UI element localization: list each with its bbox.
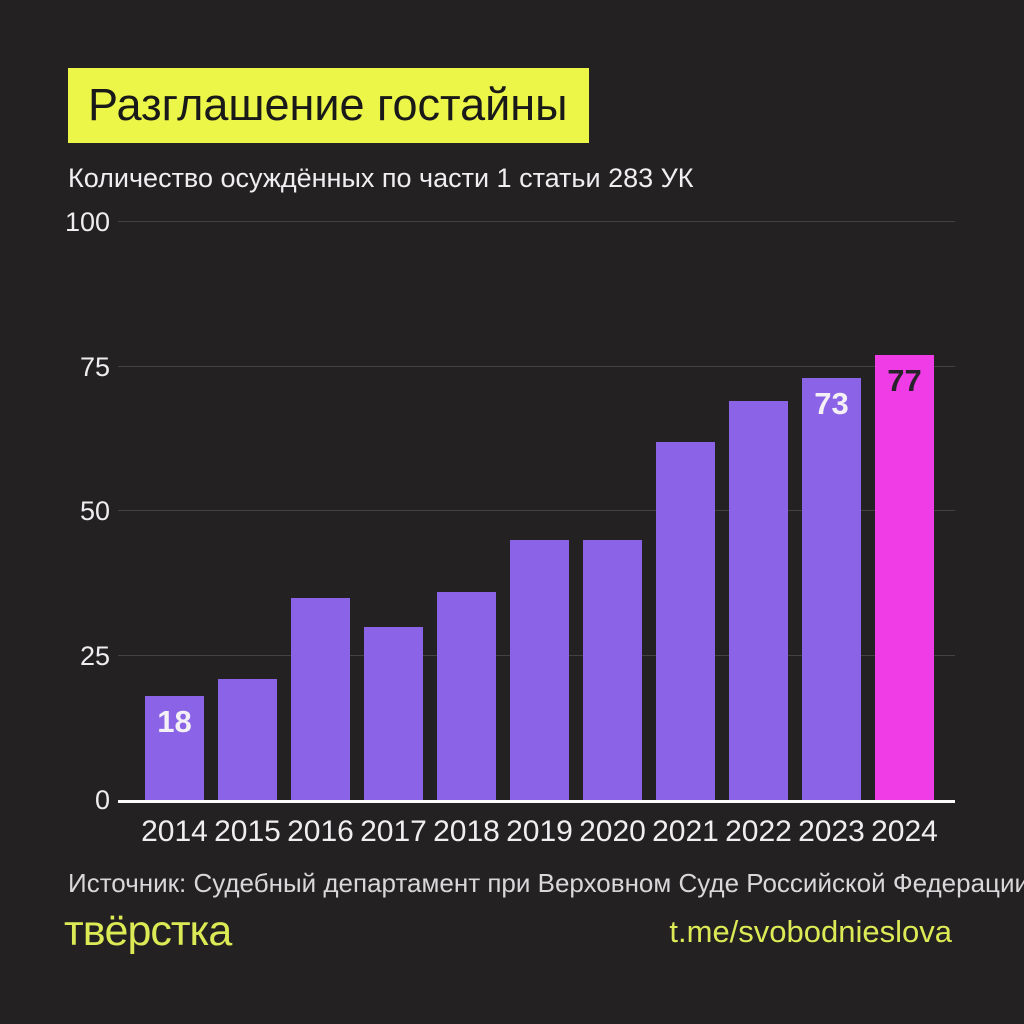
x-tick-label-2018: 2018 (433, 815, 500, 848)
x-tick-label-2024: 2024 (871, 815, 938, 848)
bar-2014: 18 (145, 695, 204, 800)
telegram-link: t.me/svobodnieslova (669, 914, 952, 949)
x-tick-label-2021: 2021 (652, 815, 719, 848)
y-tick-label-25: 25 (79, 640, 110, 671)
bar-value-label-2023: 73 (814, 386, 849, 422)
source-note: Источник: Судебный департамент при Верхо… (68, 868, 1024, 898)
bar-2024: 77 (875, 354, 934, 800)
x-tick-label-2016: 2016 (287, 815, 354, 848)
x-tick-label-2017: 2017 (360, 815, 427, 848)
bar-2018 (437, 591, 496, 800)
bar-2017 (364, 626, 423, 800)
x-tick-label-2014: 2014 (141, 815, 208, 848)
x-tick-label-2023: 2023 (798, 815, 865, 848)
x-tick-label-2019: 2019 (506, 815, 573, 848)
y-tick-label-0: 0 (94, 785, 110, 815)
bar-2016 (291, 597, 350, 800)
bar-2020 (583, 539, 642, 800)
bar-value-label-2014: 18 (157, 703, 192, 739)
bar-2023: 73 (802, 378, 861, 800)
gridline-50 (118, 510, 955, 511)
y-tick-label-75: 75 (79, 351, 110, 382)
x-tick-label-2022: 2022 (725, 815, 792, 848)
x-tick-label-2020: 2020 (579, 815, 646, 848)
x-axis-line (118, 800, 955, 803)
plot-area: 18 73 77 (118, 221, 955, 803)
verstka-logo: твёрстка (64, 907, 232, 955)
chart-subtitle: Количество осуждённых по части 1 статьи … (68, 163, 694, 193)
x-axis: 2014 2015 2016 2017 2018 2019 2020 2021 2022 2023… (118, 815, 955, 855)
y-tick-label-50: 50 (79, 496, 110, 526)
bar-2015 (218, 678, 277, 800)
page-title: Разглашение гостайны (88, 79, 568, 130)
gridline-100 (118, 221, 955, 222)
x-tick-label-2015: 2015 (214, 815, 281, 848)
gridline-75 (118, 365, 955, 367)
y-tick-label-100: 100 (64, 207, 110, 237)
title-highlight: Разглашение гостайны (68, 68, 590, 143)
y-axis: 0 25 50 75 100 (30, 207, 110, 815)
bar-2021 (656, 441, 715, 800)
bar-2019 (510, 539, 569, 800)
bar-2022 (729, 401, 788, 800)
bar-value-label-2024: 77 (887, 362, 922, 398)
